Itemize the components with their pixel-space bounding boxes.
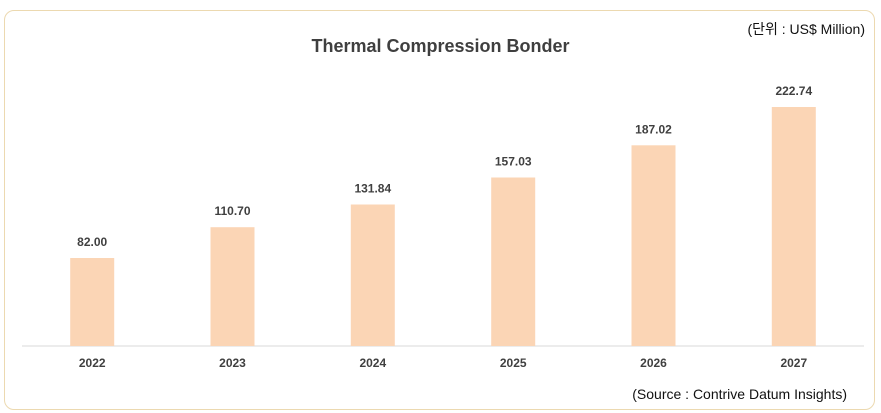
bar-2024 (350, 204, 395, 346)
x-tick-2027: 2027 (780, 356, 807, 370)
source-note: (Source : Contrive Datum Insights) (632, 386, 847, 402)
data-label-2022: 82.00 (77, 235, 107, 249)
data-label-2023: 110.70 (214, 204, 250, 218)
bar-2027 (771, 107, 816, 346)
data-label-2025: 157.03 (495, 155, 532, 169)
unit-note: (단위 : US$ Million) (747, 21, 865, 37)
bar-2023 (210, 227, 255, 346)
data-label-2027: 222.74 (775, 84, 812, 98)
x-tick-2023: 2023 (219, 356, 246, 370)
x-tick-2022: 2022 (79, 356, 106, 370)
x-tick-2025: 2025 (500, 356, 527, 370)
bar-2026 (631, 145, 676, 346)
x-tick-2026: 2026 (640, 356, 667, 370)
chart-frame (4, 10, 875, 410)
bar-2022 (70, 258, 115, 346)
chart-title: Thermal Compression Bonder (311, 36, 570, 56)
data-label-2026: 187.02 (635, 122, 672, 136)
x-tick-2024: 2024 (359, 356, 386, 370)
data-label-2024: 131.84 (354, 182, 391, 196)
bar-2025 (491, 177, 536, 346)
